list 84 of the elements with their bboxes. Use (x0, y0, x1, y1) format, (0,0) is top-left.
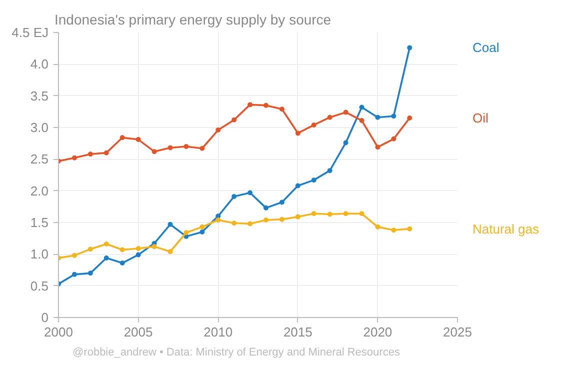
y-tick-label: 0.5 (30, 278, 49, 294)
point (152, 244, 157, 250)
point (391, 136, 396, 142)
point (104, 242, 109, 247)
text: @robbie_andrew • Data: Ministry of Energy and Mineral Resources (72, 346, 400, 358)
point (232, 117, 237, 122)
point (279, 106, 284, 112)
point (184, 230, 189, 236)
point (72, 272, 77, 277)
y-tick-label: 0 (41, 310, 49, 325)
point (359, 104, 364, 110)
point (168, 249, 173, 254)
point (248, 221, 253, 226)
point (216, 217, 221, 222)
point (120, 135, 125, 140)
point (375, 224, 380, 230)
point (136, 137, 141, 142)
point (120, 247, 125, 252)
y-tick-label: 2.0 (30, 183, 49, 198)
point (295, 183, 300, 188)
point (88, 152, 93, 157)
y-tick-label: 1.0 (30, 246, 49, 262)
x-tick-label: 2020 (363, 324, 392, 340)
point (136, 252, 141, 258)
point (72, 252, 77, 258)
y-tick-label: 2.5 (30, 152, 49, 167)
point (200, 230, 205, 234)
point (232, 220, 237, 226)
point (72, 155, 77, 160)
point (200, 224, 205, 230)
x-tick-label: 2010 (204, 324, 233, 340)
point (279, 216, 284, 222)
point (248, 102, 253, 108)
point (104, 150, 109, 156)
point (295, 130, 300, 136)
text: Oil (472, 110, 488, 126)
point (152, 149, 157, 154)
point (232, 194, 237, 200)
point (311, 178, 316, 183)
point (407, 116, 412, 120)
y-tick-label: 1.5 (30, 215, 49, 230)
point (104, 255, 109, 260)
point (343, 140, 348, 146)
point (391, 228, 396, 233)
point (120, 260, 125, 266)
x-tick-label: 2015 (283, 324, 312, 340)
x-tick-label: 2000 (44, 324, 73, 340)
y-tick-label: 3.5 (30, 88, 49, 104)
y-tick-label: 4.5 EJ (12, 25, 49, 40)
point (263, 217, 268, 222)
point (311, 211, 316, 216)
point (88, 270, 93, 276)
point (168, 222, 173, 227)
point (263, 102, 268, 108)
point (375, 114, 380, 120)
x-tick-label: 2025 (443, 324, 472, 340)
point (327, 114, 332, 120)
text: Coal (472, 40, 500, 56)
point (343, 110, 348, 115)
point (168, 145, 173, 150)
point (407, 226, 412, 232)
point (311, 122, 316, 128)
x-tick-label: 2005 (124, 324, 153, 340)
y-tick-label: 4.0 (30, 56, 49, 72)
point (263, 205, 268, 210)
point (136, 246, 141, 251)
point (279, 200, 284, 205)
point (343, 211, 348, 216)
point (248, 190, 253, 196)
y-tick-label: 3.0 (30, 120, 49, 135)
point (391, 114, 396, 119)
point (200, 146, 205, 151)
point (359, 211, 364, 216)
text: Natural gas (472, 221, 540, 236)
point (327, 212, 332, 217)
point (295, 214, 300, 220)
point (327, 168, 332, 174)
point (359, 118, 364, 124)
point (375, 144, 380, 150)
point (184, 144, 189, 149)
point (407, 45, 412, 50)
point (216, 128, 221, 133)
point (88, 246, 93, 252)
chart-title: Indonesia's primary energy supply by source (54, 12, 332, 28)
